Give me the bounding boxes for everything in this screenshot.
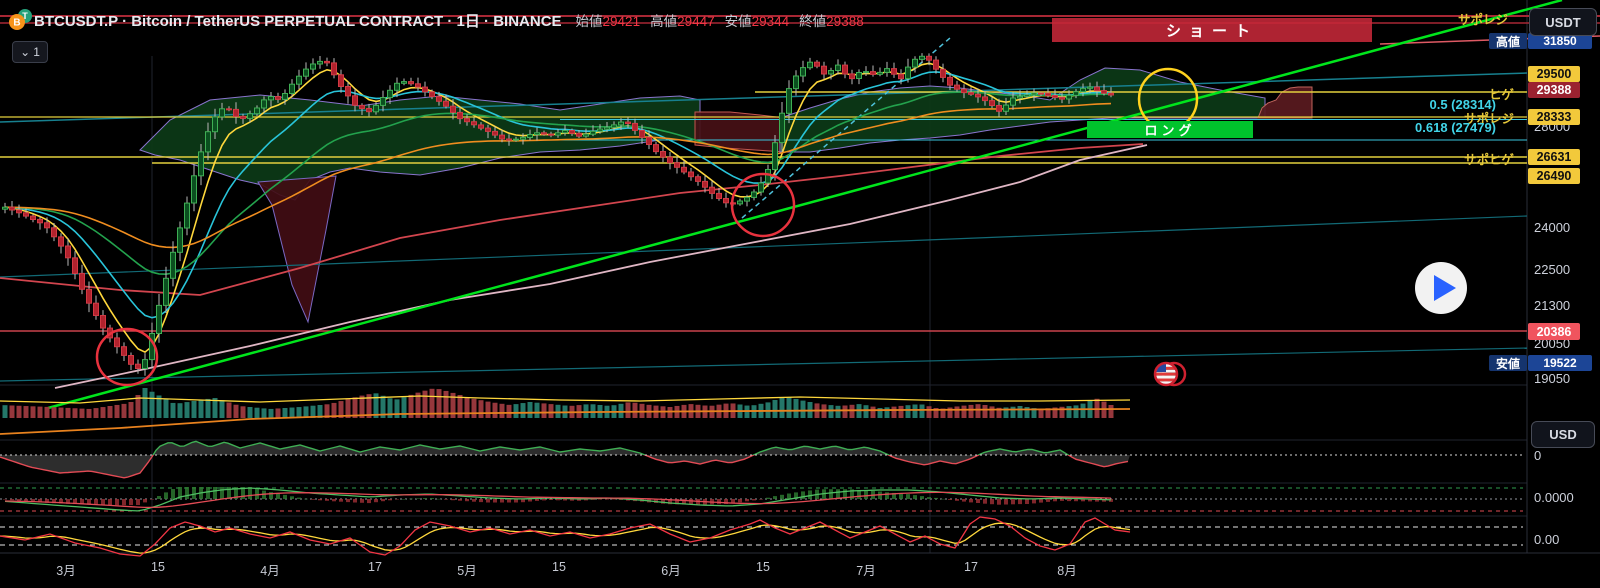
currency-toggle-usd[interactable]: USD — [1531, 421, 1595, 448]
current-price-box: 29388 — [1528, 82, 1580, 98]
play-icon — [1434, 275, 1456, 301]
kumo-red-future — [1257, 86, 1313, 119]
annotations[interactable] — [95, 67, 1467, 387]
teal-trendline-lower[interactable] — [0, 347, 1527, 382]
support-wick-note[interactable]: サポヒゲ — [1463, 153, 1514, 167]
alert-price-box[interactable]: 20386 — [1528, 323, 1580, 340]
ema-green — [4, 91, 1111, 276]
low-marker-label: 安値 — [1489, 355, 1527, 371]
price-level-box-26631[interactable]: 26631 — [1528, 149, 1580, 165]
price-tick-22500: 22500 — [1534, 262, 1571, 277]
green-trendline[interactable] — [47, 0, 1563, 410]
price-tick-24000: 24000 — [1534, 220, 1571, 235]
indicator-tick-0: 0 — [1534, 448, 1542, 463]
indicator-tick-0.00: 0.00 — [1534, 532, 1560, 547]
red-circle-annotation-1[interactable] — [95, 327, 159, 387]
teal-trendline-mid[interactable] — [0, 215, 1527, 278]
ichimoku-cloud — [139, 67, 1313, 324]
high-marker-label: 高値 — [1489, 33, 1527, 49]
macd-pane — [0, 487, 1523, 512]
legend-collapse-button[interactable]: ⌄ 1 — [12, 41, 48, 63]
time-label-6月: 6月 — [661, 564, 681, 578]
time-label-7月: 7月 — [856, 564, 876, 578]
time-label-3月: 3月 — [56, 564, 76, 578]
time-axis[interactable] — [0, 553, 1600, 588]
currency-toggle-usdt[interactable]: USDT — [1529, 8, 1597, 36]
flag-sticker-icon[interactable] — [1153, 361, 1187, 387]
time-label-15: 15 — [756, 560, 770, 574]
wick-note[interactable]: ヒゲ — [1488, 88, 1514, 102]
time-label-15: 15 — [151, 560, 165, 574]
sma-red[interactable] — [0, 143, 1144, 296]
macd-line — [4, 487, 1112, 512]
high-marker-value: 31850 — [1528, 33, 1592, 49]
price-level-box-28333[interactable]: 28333 — [1528, 109, 1580, 125]
resistance-note-top[interactable]: サポレジ — [1458, 13, 1509, 27]
red-circle-annotation-2[interactable] — [730, 172, 796, 238]
volume-pane — [0, 388, 1131, 435]
price-tick-21300: 21300 — [1534, 298, 1571, 313]
short-zone-annotation[interactable]: ショート — [1052, 18, 1372, 42]
candles — [2, 53, 1114, 376]
price-level-box-29500[interactable]: 29500 — [1528, 66, 1580, 82]
resistance-note-mid[interactable]: サポレジ — [1463, 112, 1514, 126]
chevron-down-icon: ⌄ — [20, 45, 31, 59]
stoch-k-line — [0, 516, 1131, 557]
time-label-17: 17 — [368, 560, 382, 574]
kumo-red-1 — [694, 111, 786, 153]
drawing-lines[interactable] — [0, 37, 1527, 389]
time-label-15: 15 — [552, 560, 566, 574]
replay-play-button[interactable] — [1415, 262, 1467, 314]
grid-lines — [0, 0, 1600, 554]
stoch-pane — [0, 516, 1523, 557]
indicator-tick-0.0000: 0.0000 — [1534, 490, 1574, 505]
volume-ma-line — [0, 395, 1131, 404]
obv-line — [0, 408, 1131, 435]
low-marker-value: 19522 — [1528, 355, 1592, 371]
sma-pink[interactable] — [54, 144, 1148, 389]
price-tick-19050: 19050 — [1534, 371, 1571, 386]
kumo-red-pocket — [257, 175, 337, 324]
drawing-lines-full[interactable] — [0, 0, 1600, 410]
oscillator-pane — [0, 440, 1523, 479]
ema-orange — [4, 102, 1112, 249]
price-level-box-26490[interactable]: 26490 — [1528, 168, 1580, 184]
time-label-5月: 5月 — [457, 564, 477, 578]
time-label-4月: 4月 — [260, 564, 280, 578]
time-label-8月: 8月 — [1057, 564, 1077, 578]
fib-level-05-label: 0.5 (28314) — [1429, 97, 1497, 112]
fib-level-0618-label: 0.618 (27479) — [1415, 120, 1496, 135]
time-label-17: 17 — [964, 560, 978, 574]
long-zone-annotation[interactable]: ロング — [1087, 121, 1253, 138]
macd-signal-line — [4, 491, 1112, 509]
